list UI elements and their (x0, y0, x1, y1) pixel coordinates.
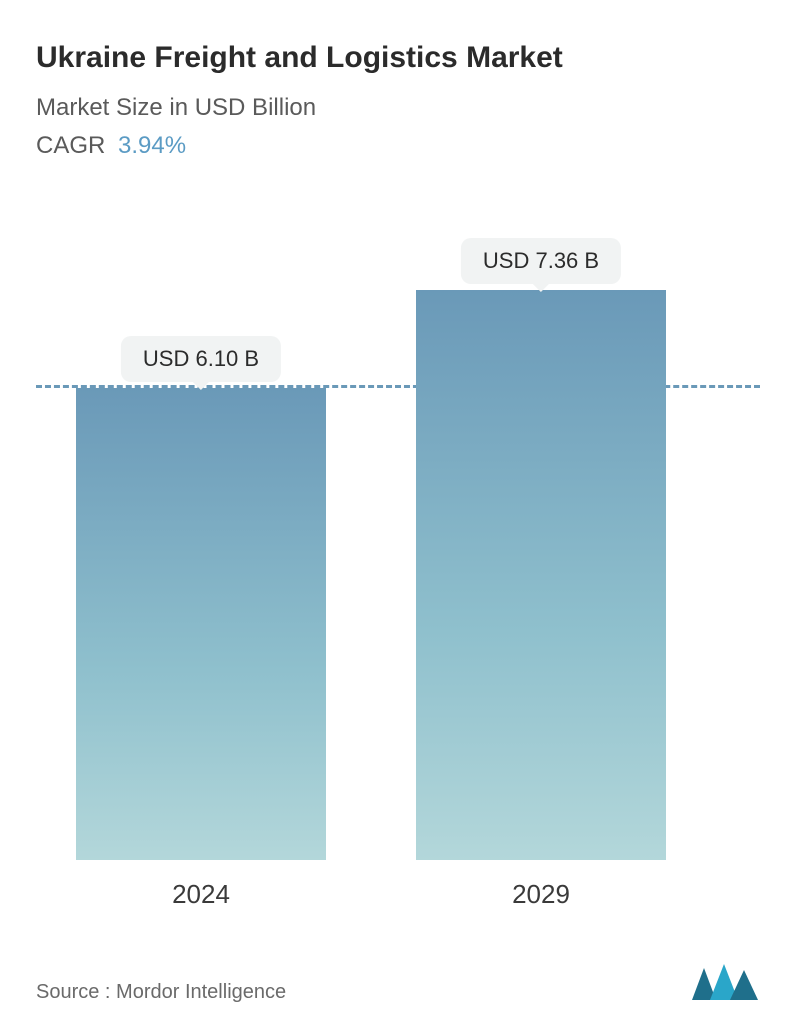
value-pill-2029: USD 7.36 B (461, 238, 621, 284)
page-title: Ukraine Freight and Logistics Market (36, 40, 760, 76)
bar-2029: USD 7.36 B (416, 290, 666, 860)
chart-area: USD 6.10 B 2024 USD 7.36 B 2029 (36, 220, 760, 920)
source-text: Source : Mordor Intelligence (36, 981, 286, 1004)
chart-container: Ukraine Freight and Logistics Market Mar… (0, 0, 796, 1034)
footer: Source : Mordor Intelligence (36, 940, 760, 1004)
cagr-row: CAGR 3.94% (36, 132, 760, 160)
bar-col-0: USD 6.10 B 2024 (76, 388, 326, 860)
subtitle: Market Size in USD Billion (36, 94, 760, 122)
cagr-label: CAGR (36, 132, 105, 159)
cagr-value: 3.94% (118, 132, 186, 159)
value-pill-2024: USD 6.10 B (121, 336, 281, 382)
bar-col-1: USD 7.36 B 2029 (416, 290, 666, 860)
year-label-2029: 2029 (512, 879, 570, 910)
year-label-2024: 2024 (172, 879, 230, 910)
mordor-logo-icon (690, 960, 760, 1004)
bar-2024: USD 6.10 B (76, 388, 326, 860)
bars-wrap: USD 6.10 B 2024 USD 7.36 B 2029 (76, 220, 760, 860)
